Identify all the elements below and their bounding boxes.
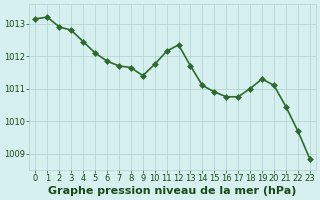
X-axis label: Graphe pression niveau de la mer (hPa): Graphe pression niveau de la mer (hPa) [48,186,297,196]
